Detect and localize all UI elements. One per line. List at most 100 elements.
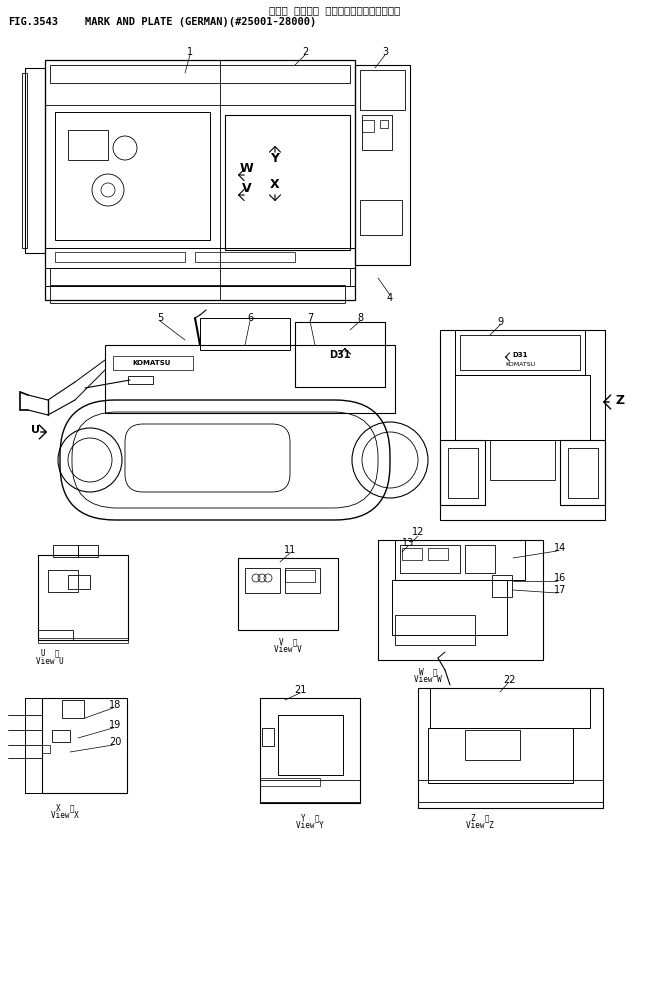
Bar <box>38 638 128 643</box>
Bar <box>238 558 338 630</box>
Text: 8: 8 <box>357 313 363 323</box>
Text: View Y: View Y <box>296 821 324 831</box>
Bar <box>490 440 555 480</box>
Text: KOMATSU: KOMATSU <box>505 363 535 368</box>
Bar <box>260 698 360 803</box>
Text: X: X <box>270 179 280 192</box>
Bar <box>285 568 320 593</box>
Bar <box>53 545 78 557</box>
Text: V  規: V 規 <box>278 637 297 646</box>
Bar <box>295 322 385 387</box>
Text: U  規: U 規 <box>41 648 59 657</box>
Bar <box>278 715 343 775</box>
Bar <box>260 778 320 786</box>
Bar <box>25 68 45 253</box>
Bar <box>50 268 350 286</box>
Bar <box>392 580 507 635</box>
Bar <box>22 73 27 248</box>
Bar <box>568 448 598 498</box>
Text: 9: 9 <box>497 317 503 327</box>
Text: KOMATSU: KOMATSU <box>133 360 171 366</box>
Bar <box>455 375 590 440</box>
Text: FIG.3543: FIG.3543 <box>8 17 58 27</box>
Text: View Z: View Z <box>466 821 494 831</box>
Bar <box>360 70 405 110</box>
Text: 17: 17 <box>554 585 566 595</box>
Text: Y: Y <box>270 151 280 164</box>
Text: 20: 20 <box>109 737 121 747</box>
Text: 5: 5 <box>157 313 163 323</box>
Bar <box>55 252 185 262</box>
Bar <box>45 60 355 300</box>
Bar <box>200 318 290 350</box>
Text: 11: 11 <box>284 545 296 555</box>
Text: 16: 16 <box>554 573 566 583</box>
Text: 19: 19 <box>109 720 121 730</box>
Bar <box>362 115 392 150</box>
Bar <box>45 268 355 286</box>
Text: W: W <box>240 161 254 175</box>
Bar <box>68 130 108 160</box>
Text: 22: 22 <box>504 675 516 685</box>
Bar <box>225 115 350 250</box>
Bar <box>68 575 90 589</box>
Bar <box>378 540 543 660</box>
Bar <box>395 540 525 580</box>
Text: View U: View U <box>36 656 64 666</box>
Text: 12: 12 <box>412 527 424 537</box>
Bar <box>460 335 580 370</box>
Bar <box>55 112 210 240</box>
Bar <box>48 570 78 592</box>
Text: 2: 2 <box>302 47 308 57</box>
Text: D31: D31 <box>329 350 351 360</box>
Bar <box>260 780 360 802</box>
Bar <box>465 730 520 760</box>
Text: X  規: X 規 <box>56 803 74 812</box>
Text: 1: 1 <box>187 47 193 57</box>
Bar <box>50 65 350 83</box>
Bar <box>113 356 193 370</box>
Bar <box>455 330 585 375</box>
Text: 4: 4 <box>387 293 393 303</box>
Text: 7: 7 <box>307 313 313 323</box>
Bar <box>38 555 128 640</box>
Bar <box>195 252 295 262</box>
Bar <box>492 575 512 597</box>
Bar <box>560 440 605 505</box>
Bar <box>400 545 460 573</box>
Bar <box>245 568 280 593</box>
Bar <box>50 285 345 303</box>
Bar <box>430 688 590 728</box>
Text: View X: View X <box>51 811 79 820</box>
Bar <box>395 615 475 645</box>
Bar <box>428 548 448 560</box>
Text: 14: 14 <box>554 543 566 553</box>
Text: Z: Z <box>615 394 625 407</box>
Text: View V: View V <box>274 645 302 654</box>
Bar <box>440 330 605 520</box>
Bar <box>402 548 422 560</box>
Bar <box>355 65 410 265</box>
Text: 3: 3 <box>382 47 388 57</box>
Text: 13: 13 <box>402 538 414 548</box>
Text: W  規: W 規 <box>419 668 437 677</box>
Text: Z  規: Z 規 <box>471 813 489 822</box>
Bar <box>62 700 84 718</box>
Bar <box>128 376 153 384</box>
Bar <box>428 728 573 783</box>
Text: MARK AND PLATE (GERMAN)(#25001-28000): MARK AND PLATE (GERMAN)(#25001-28000) <box>85 17 316 27</box>
Bar <box>418 688 603 808</box>
Text: 18: 18 <box>109 700 121 710</box>
Bar <box>78 545 98 557</box>
Bar <box>465 545 495 573</box>
Bar <box>380 120 388 128</box>
Bar <box>105 345 395 413</box>
Text: 21: 21 <box>294 685 306 695</box>
Bar <box>360 200 402 235</box>
Bar <box>418 780 603 802</box>
Bar <box>38 630 73 640</box>
Bar <box>440 440 485 505</box>
Text: 6: 6 <box>247 313 253 323</box>
Bar <box>448 448 478 498</box>
Text: V: V <box>242 182 252 195</box>
